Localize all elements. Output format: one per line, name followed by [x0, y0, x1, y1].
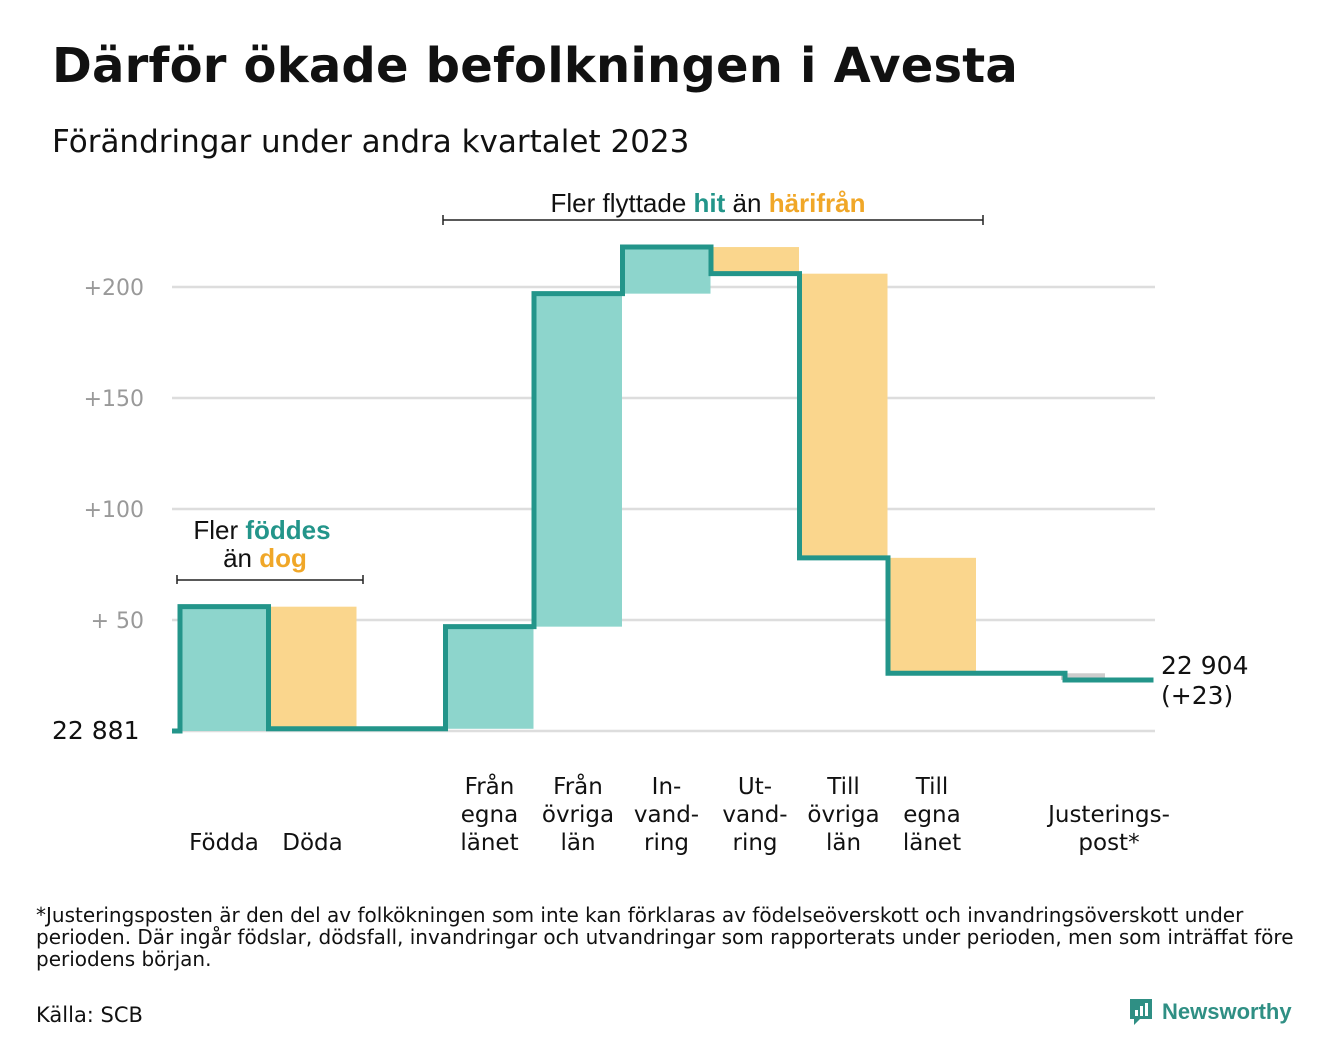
- cumulative-step-line: [172, 244, 1154, 734]
- moves-bracket: [442, 215, 984, 225]
- annotation-part: dog: [259, 543, 307, 573]
- category-label: Från: [553, 772, 603, 800]
- footnote: *Justeringsposten är den del av folkökni…: [36, 903, 1294, 971]
- category-label: Födda: [189, 830, 259, 856]
- newsworthy-chart-icon: [1130, 999, 1152, 1025]
- category-label: vand-: [722, 802, 787, 828]
- y-tick-label: + 50: [91, 609, 144, 634]
- category-label: Till: [915, 774, 949, 800]
- waterfall-bar: [268, 606, 357, 729]
- y-tick-label: +100: [84, 498, 144, 523]
- brand-name: Newsworthy: [1162, 999, 1292, 1024]
- source-note: Källa: SCB: [36, 1003, 143, 1027]
- end-change-label: (+23): [1161, 681, 1233, 710]
- category-label: länet: [903, 830, 961, 856]
- waterfall-bar: [799, 273, 888, 558]
- category-label: län: [826, 830, 861, 856]
- chart-title: Därför ökade befolkningen i Avesta: [52, 38, 1018, 94]
- waterfall-chart: + 50+100+150+200 Födda DödaFrånegnalänetF…: [52, 188, 1248, 856]
- waterfall-bar: [445, 626, 534, 729]
- category-label: ring: [732, 830, 777, 856]
- category-label: Till: [826, 774, 860, 800]
- category-label: ring: [644, 830, 689, 856]
- waterfall-bar: [622, 247, 711, 294]
- annotation-part: härifrån: [769, 188, 866, 218]
- end-value-label: 22 904: [1161, 651, 1248, 680]
- y-tick-label: +150: [84, 387, 144, 412]
- category-label: Ut-: [738, 774, 772, 800]
- annotation-part: än: [725, 188, 768, 218]
- chart-subtitle: Förändringar under andra kvartalet 2023: [52, 124, 690, 160]
- category-label: län: [560, 830, 595, 856]
- annotation-part: Fler: [193, 515, 245, 545]
- category-label: egna: [903, 802, 960, 828]
- waterfall-bar: [534, 293, 622, 627]
- category-label: post*: [1078, 830, 1139, 856]
- category-label: länet: [460, 830, 518, 856]
- category-label: övriga: [542, 802, 614, 828]
- moves-annotation: Fler flyttade hit än härifrån: [550, 188, 865, 218]
- annotation-part: Fler flyttade: [550, 188, 693, 218]
- waterfall-bar: [180, 606, 268, 731]
- category-label: Justerings-: [1046, 802, 1170, 828]
- annotation-part: hit: [694, 188, 726, 218]
- category-label: Från: [465, 772, 515, 800]
- category-label: vand-: [634, 802, 699, 828]
- births-annotation-line1: Fler föddes: [193, 515, 330, 545]
- annotation-part: än: [223, 543, 259, 573]
- category-label: egna: [461, 802, 518, 828]
- category-label: Döda: [282, 830, 342, 856]
- waterfall-bar: [1061, 673, 1105, 680]
- y-tick-label: +200: [84, 276, 144, 301]
- annotation-part: föddes: [245, 515, 330, 545]
- start-value-label: 22 881: [52, 716, 139, 745]
- category-label: övriga: [807, 802, 879, 828]
- births-bracket: [176, 575, 364, 584]
- births-annotation-line2: än dog: [223, 543, 307, 573]
- brand-logo: Newsworthy: [1128, 997, 1292, 1027]
- waterfall-bar: [888, 557, 976, 674]
- category-label: In-: [652, 774, 682, 800]
- waterfall-bar: [711, 247, 799, 274]
